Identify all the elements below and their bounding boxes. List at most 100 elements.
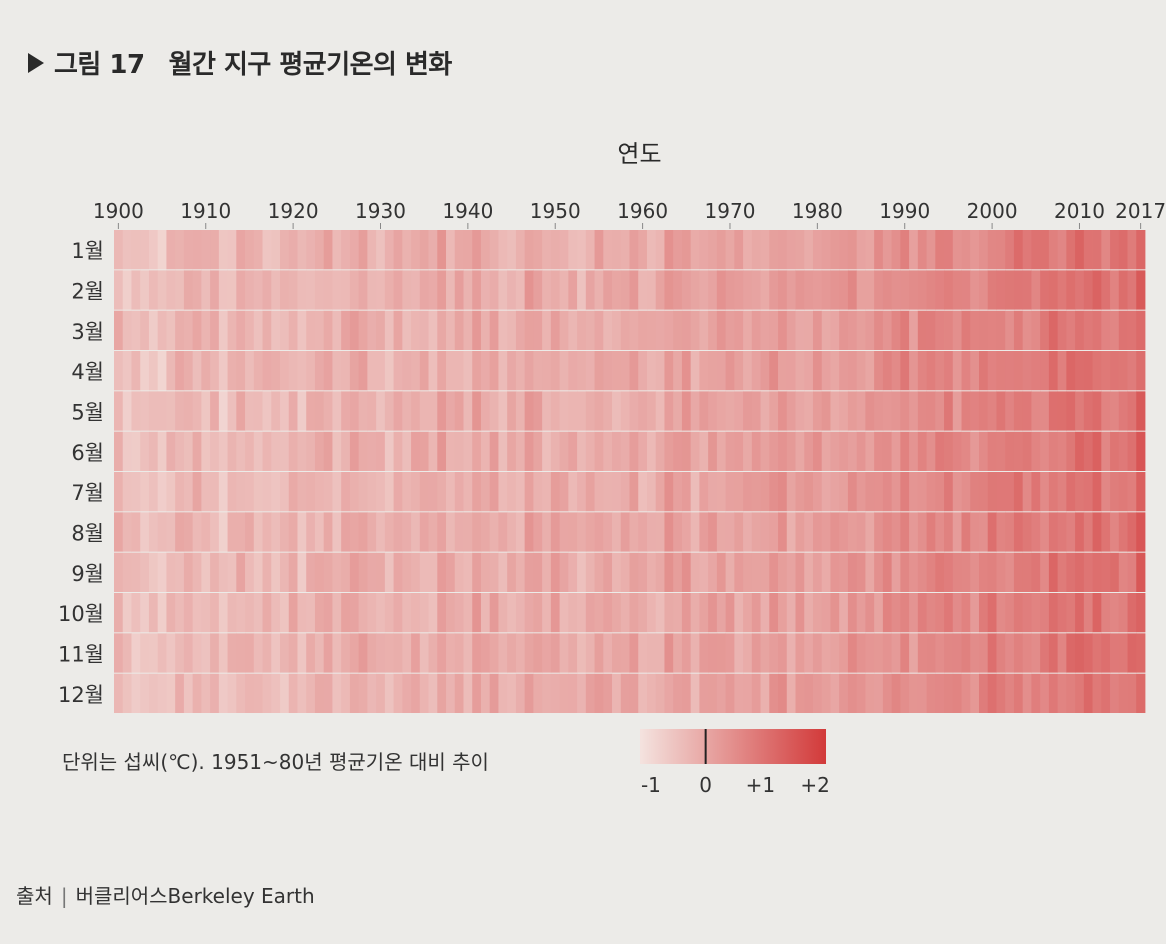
heatmap-cell xyxy=(874,230,884,270)
heatmap-cell xyxy=(690,310,700,350)
heatmap-cell xyxy=(463,391,473,431)
heatmap-cell xyxy=(795,472,805,512)
heatmap-cell xyxy=(795,310,805,350)
heatmap-cell xyxy=(515,351,526,391)
heatmap-cell xyxy=(786,552,796,592)
source-label: 출처 xyxy=(16,884,53,908)
heatmap-cell xyxy=(419,351,429,391)
heatmap-cell xyxy=(210,351,220,391)
heatmap-cell xyxy=(646,633,657,673)
heatmap-cell xyxy=(725,633,735,673)
heatmap-cell xyxy=(830,230,840,270)
heatmap-cell xyxy=(882,472,893,512)
heatmap-cell xyxy=(332,351,342,391)
heatmap-cell xyxy=(489,512,499,552)
heatmap-cell xyxy=(332,230,342,270)
heatmap-cell xyxy=(297,351,307,391)
heatmap-cell xyxy=(376,431,386,471)
heatmap-cell xyxy=(122,673,132,713)
heatmap-cell xyxy=(1048,391,1059,431)
heatmap-cell xyxy=(1101,633,1111,673)
heatmap-cell xyxy=(778,310,788,350)
heatmap-cell xyxy=(1127,431,1137,471)
heatmap-cell xyxy=(681,633,692,673)
y-tick-label: 8월 xyxy=(71,522,104,546)
heatmap-cell xyxy=(1118,351,1128,391)
heatmap-cell xyxy=(201,310,211,350)
heatmap-cell xyxy=(847,512,858,552)
heatmap-cell xyxy=(271,512,281,552)
heatmap-cell xyxy=(1136,230,1146,270)
heatmap-cell xyxy=(446,351,456,391)
heatmap-cell xyxy=(428,310,438,350)
heatmap-cell xyxy=(655,472,665,512)
heatmap-cell xyxy=(1022,230,1032,270)
heatmap-cell xyxy=(166,270,176,310)
heatmap-cell xyxy=(245,310,255,350)
heatmap-cell xyxy=(568,593,578,633)
heatmap-cell xyxy=(786,472,796,512)
heatmap-cell xyxy=(524,593,534,633)
heatmap-cell xyxy=(935,391,945,431)
heatmap-cell xyxy=(708,310,718,350)
heatmap-cell xyxy=(900,310,910,350)
heatmap-cell xyxy=(620,391,630,431)
heatmap-cell xyxy=(1013,512,1024,552)
heatmap-cell xyxy=(1110,270,1120,310)
heatmap-cell xyxy=(1022,431,1032,471)
heatmap-cell xyxy=(769,310,779,350)
heatmap-cell xyxy=(760,431,770,471)
heatmap-cell xyxy=(550,472,560,512)
heatmap-cell xyxy=(262,270,272,310)
heatmap-cell xyxy=(349,593,360,633)
heatmap-cell xyxy=(1066,633,1076,673)
heatmap-cell xyxy=(847,351,858,391)
heatmap-cell xyxy=(437,552,447,592)
heatmap-cell xyxy=(769,391,779,431)
heatmap-cell xyxy=(865,512,875,552)
x-tick-label: 1940 xyxy=(442,199,493,223)
heatmap-cell xyxy=(743,472,753,512)
heatmap-cell xyxy=(1101,351,1111,391)
heatmap-cell xyxy=(288,351,298,391)
heatmap-cell xyxy=(323,593,333,633)
heatmap-cell xyxy=(236,472,246,512)
heatmap-cell xyxy=(393,512,403,552)
heatmap-cell xyxy=(760,633,770,673)
heatmap-cell xyxy=(917,593,927,633)
heatmap-cell xyxy=(489,552,499,592)
heatmap-cell xyxy=(970,431,980,471)
heatmap-cell xyxy=(961,431,971,471)
heatmap-cell xyxy=(122,593,132,633)
heatmap-cell xyxy=(664,552,674,592)
heatmap-cell xyxy=(769,673,779,713)
heatmap-cell xyxy=(114,270,124,310)
heatmap-cell xyxy=(1127,472,1137,512)
heatmap-cell xyxy=(175,391,185,431)
heatmap-cell xyxy=(812,310,823,350)
heatmap-cell xyxy=(376,391,386,431)
heatmap-cell xyxy=(1136,472,1146,512)
heatmap-cell xyxy=(926,391,936,431)
heatmap-cell xyxy=(970,391,980,431)
heatmap-cell xyxy=(944,552,954,592)
heatmap-cell xyxy=(620,472,630,512)
heatmap-cell xyxy=(550,310,560,350)
heatmap-cell xyxy=(935,230,945,270)
heatmap-cell xyxy=(358,593,368,633)
heatmap-cell xyxy=(708,552,718,592)
heatmap-cell xyxy=(795,270,805,310)
heatmap-cell xyxy=(1022,633,1032,673)
heatmap-cell xyxy=(384,552,394,592)
heatmap-cell xyxy=(559,673,569,713)
heatmap-cell xyxy=(122,230,132,270)
heatmap-cell xyxy=(524,552,534,592)
heatmap-cell xyxy=(1031,552,1041,592)
x-tick-label: 1910 xyxy=(180,199,231,223)
heatmap-cell xyxy=(1101,552,1111,592)
heatmap-cell xyxy=(210,673,220,713)
heatmap-cell xyxy=(987,552,997,592)
heatmap-cell xyxy=(271,270,281,310)
heatmap-cell xyxy=(559,391,569,431)
heatmap-cell xyxy=(524,472,534,512)
